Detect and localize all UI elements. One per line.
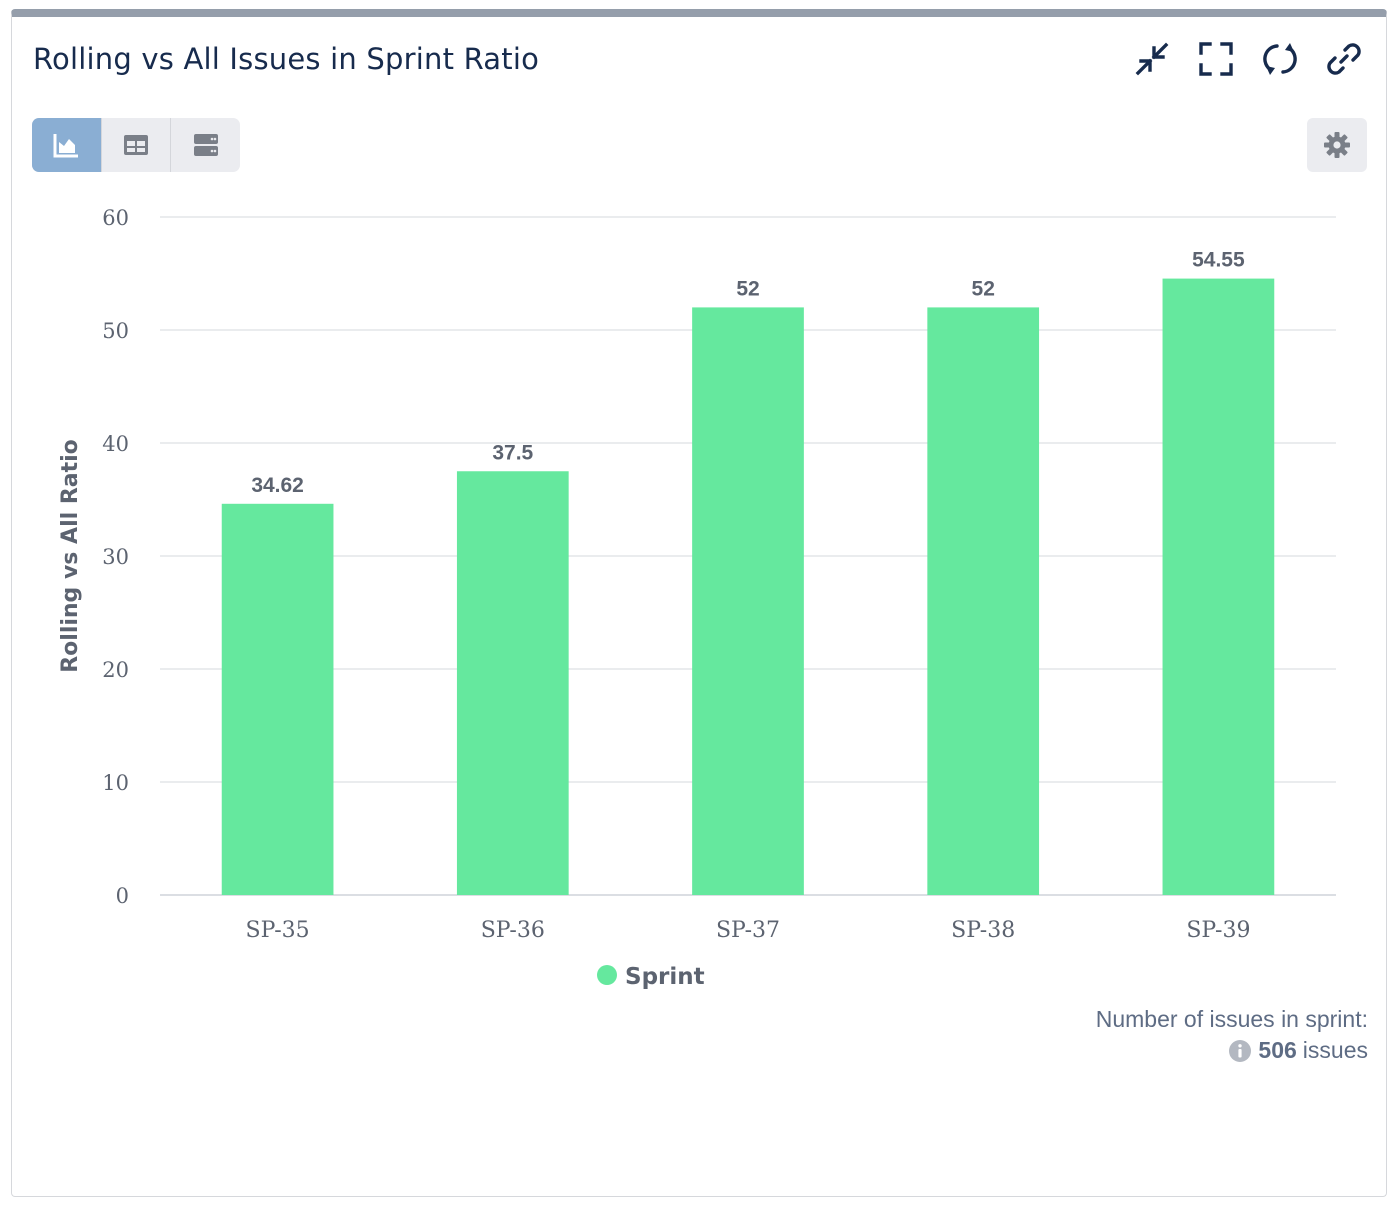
- page-title: Rolling vs All Issues in Sprint Ratio: [33, 42, 540, 76]
- data-label: 52: [972, 277, 995, 300]
- chart-view-button[interactable]: [32, 118, 102, 172]
- issue-count-unit: issues: [1302, 1037, 1368, 1063]
- bar: [1162, 278, 1275, 896]
- gear-icon: [1324, 132, 1350, 158]
- bar: [927, 307, 1040, 895]
- x-tick-label: SP-38: [951, 918, 1015, 943]
- list-view-button[interactable]: [171, 118, 240, 172]
- settings-button[interactable]: [1307, 118, 1367, 172]
- y-tick-label: 20: [102, 658, 129, 682]
- y-tick-label: 0: [116, 884, 129, 908]
- issue-count-value: 506: [1258, 1037, 1297, 1063]
- data-label: 37.5: [492, 441, 533, 464]
- server-list-icon: [193, 134, 218, 156]
- data-label: 52: [736, 277, 759, 300]
- issue-count-label: Number of issues in sprint:: [1095, 1006, 1368, 1032]
- y-tick-label: 10: [102, 771, 129, 795]
- collapse-button[interactable]: [1133, 40, 1171, 78]
- x-tick-label: SP-37: [716, 918, 780, 943]
- fullscreen-button[interactable]: [1197, 40, 1235, 78]
- x-tick-label: SP-39: [1186, 918, 1250, 943]
- x-tick-label: SP-36: [481, 918, 545, 943]
- fullscreen-icon: [1199, 42, 1233, 76]
- data-label: 34.62: [251, 474, 304, 497]
- table-view-button[interactable]: [102, 118, 172, 172]
- info-icon[interactable]: [1228, 1039, 1252, 1063]
- y-tick-label: 60: [102, 206, 129, 230]
- x-tick-label: SP-35: [246, 918, 310, 943]
- link-button[interactable]: [1325, 40, 1363, 78]
- y-tick-label: 30: [102, 545, 129, 569]
- table-icon: [124, 135, 148, 155]
- data-label: 54.55: [1192, 249, 1245, 272]
- link-icon: [1327, 43, 1361, 75]
- y-tick-label: 40: [102, 432, 129, 456]
- area-chart-icon: [53, 134, 79, 158]
- y-tick-label: 50: [102, 319, 129, 343]
- collapse-arrows-icon: [1135, 42, 1169, 76]
- legend-label: Sprint: [625, 964, 705, 990]
- bar: [456, 471, 569, 895]
- bar-chart: 0 10 20 30 40 50 60 Rolling vs All Ratio 34.62 SP…: [58, 206, 1336, 990]
- header-toolbar: [1133, 40, 1363, 78]
- bar: [221, 503, 334, 895]
- y-axis-label: Rolling vs All Ratio: [58, 439, 83, 673]
- issue-count-footer: Number of issues in sprint: 506 issues: [1096, 1006, 1368, 1064]
- bar: [692, 307, 804, 895]
- legend-marker: [597, 965, 617, 985]
- view-toggle: [32, 118, 240, 172]
- refresh-icon: [1263, 43, 1297, 75]
- refresh-button[interactable]: [1261, 40, 1299, 78]
